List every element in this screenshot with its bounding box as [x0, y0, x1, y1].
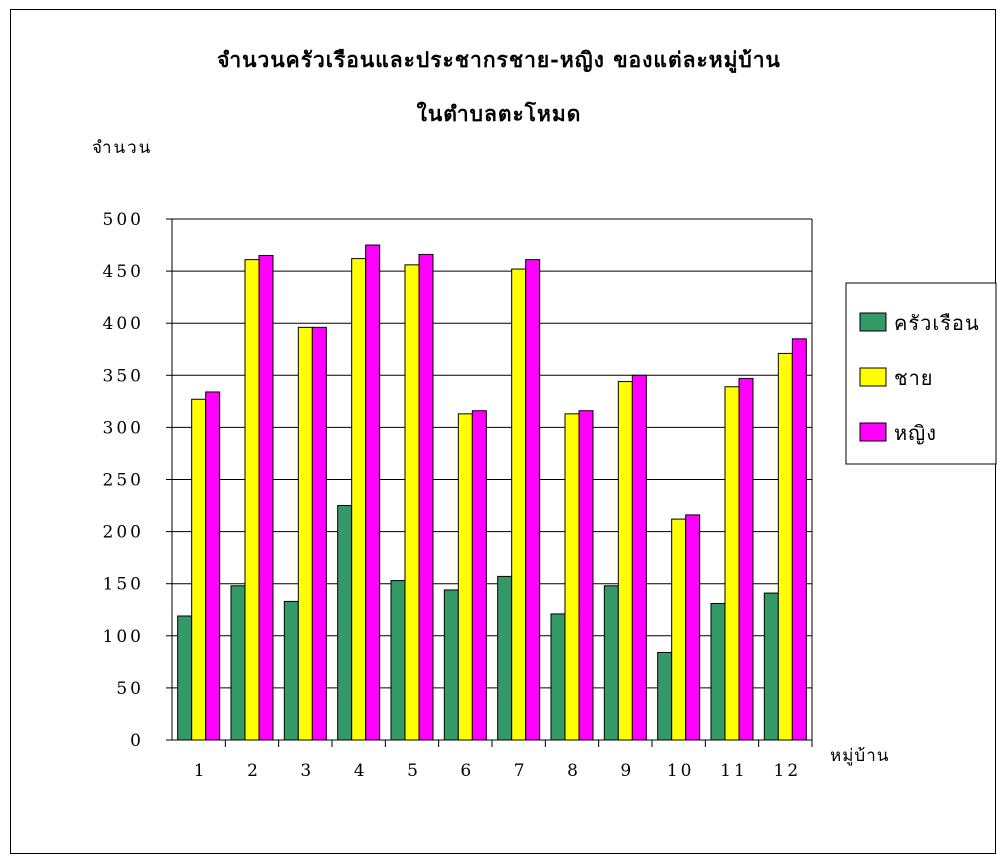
bar-male — [671, 518, 687, 741]
y-tick-label: 400 — [103, 314, 144, 334]
bar-female — [685, 514, 701, 741]
chart-subtitle: ในตำบลตะโหมด — [416, 101, 582, 126]
legend-swatch — [859, 312, 887, 332]
bar-male — [724, 386, 740, 741]
bar-households — [550, 613, 566, 741]
bar-households — [230, 585, 246, 741]
bar-male — [351, 258, 367, 741]
axes — [166, 218, 813, 747]
chart-title: จำนวนครัวเรือนและประชากรชาย-หญิง ของแต่ล… — [217, 47, 781, 72]
x-tick-label: 2 — [247, 761, 261, 781]
y-tick-label: 0 — [130, 731, 144, 751]
bar-male — [511, 268, 527, 741]
bar-female — [365, 244, 381, 741]
y-tick-label: 150 — [103, 575, 144, 595]
x-tick-label: 4 — [354, 761, 368, 781]
bar-households — [603, 585, 619, 741]
bar-female — [471, 410, 487, 741]
bar-households — [337, 505, 353, 741]
bar-households — [497, 575, 513, 741]
x-tick-label: 8 — [567, 761, 581, 781]
bar-households — [763, 592, 779, 741]
bar-female — [738, 377, 754, 741]
bar-households — [177, 615, 193, 741]
bars — [177, 244, 807, 741]
bar-male — [564, 413, 580, 741]
legend-label: ครัวเรือน — [894, 311, 980, 335]
y-tick-label: 300 — [103, 418, 144, 438]
bar-male — [244, 259, 260, 741]
bar-households — [443, 589, 459, 741]
gridlines — [172, 218, 812, 689]
y-tick-label: 50 — [116, 679, 144, 699]
bar-male — [191, 398, 207, 741]
legend-label: ชาย — [894, 366, 934, 390]
bar-male — [777, 352, 793, 741]
x-tick-label: 9 — [620, 761, 634, 781]
bar-male — [404, 264, 420, 741]
bar-male — [457, 413, 473, 741]
x-tick-label: 1 — [194, 761, 208, 781]
legend-swatch — [859, 422, 887, 442]
y-tick-label: 450 — [103, 262, 144, 282]
y-tick-label: 250 — [103, 471, 144, 491]
bar-female — [311, 326, 327, 741]
bar-households — [283, 600, 299, 741]
bar-female — [791, 338, 807, 741]
bar-female — [418, 253, 434, 741]
bar-households — [657, 651, 673, 741]
y-tick-label: 350 — [103, 366, 144, 386]
y-axis-label: จำนวน — [92, 138, 153, 158]
y-tick-label: 500 — [103, 210, 144, 230]
bar-female — [578, 410, 594, 741]
bar-female — [258, 254, 274, 741]
x-tick-label: 11 — [720, 761, 748, 781]
x-axis-label: หมู่บ้าน — [830, 746, 890, 766]
x-tick-label: 10 — [667, 761, 695, 781]
bar-male — [617, 381, 633, 741]
x-tick-label: 6 — [460, 761, 474, 781]
x-tick-label: 7 — [514, 761, 528, 781]
x-tick-label: 5 — [407, 761, 421, 781]
bar-male — [297, 326, 313, 741]
bar-female — [205, 391, 221, 741]
x-tick-label: 12 — [774, 761, 802, 781]
bar-female — [525, 259, 541, 741]
legend-label: หญิง — [894, 421, 937, 445]
bar-female — [631, 374, 647, 741]
y-tick-label: 100 — [103, 627, 144, 647]
legend-swatch — [859, 367, 887, 387]
bar-households — [390, 580, 406, 741]
y-tick-label: 200 — [103, 523, 144, 543]
bar-households — [710, 602, 726, 741]
x-tick-label: 3 — [300, 761, 314, 781]
